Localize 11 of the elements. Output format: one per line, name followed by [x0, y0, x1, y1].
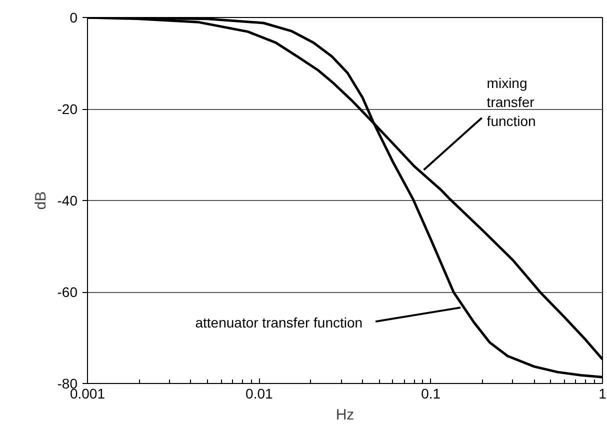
y-tick-label: 0 — [70, 10, 78, 26]
y-tick-label: -60 — [57, 284, 78, 300]
annotation: mixing transfer function — [486, 74, 536, 130]
x-tick-label: 0.1 — [421, 386, 441, 402]
x-tick-label: 1 — [598, 386, 607, 402]
y-axis-title: dB — [32, 191, 50, 210]
x-tick-label: 0.01 — [246, 386, 274, 402]
annotation: attenuator transfer function — [195, 314, 363, 331]
y-tick-label: -40 — [57, 192, 78, 208]
x-axis-title: Hz — [336, 406, 354, 424]
y-tick-label: -20 — [57, 101, 78, 117]
